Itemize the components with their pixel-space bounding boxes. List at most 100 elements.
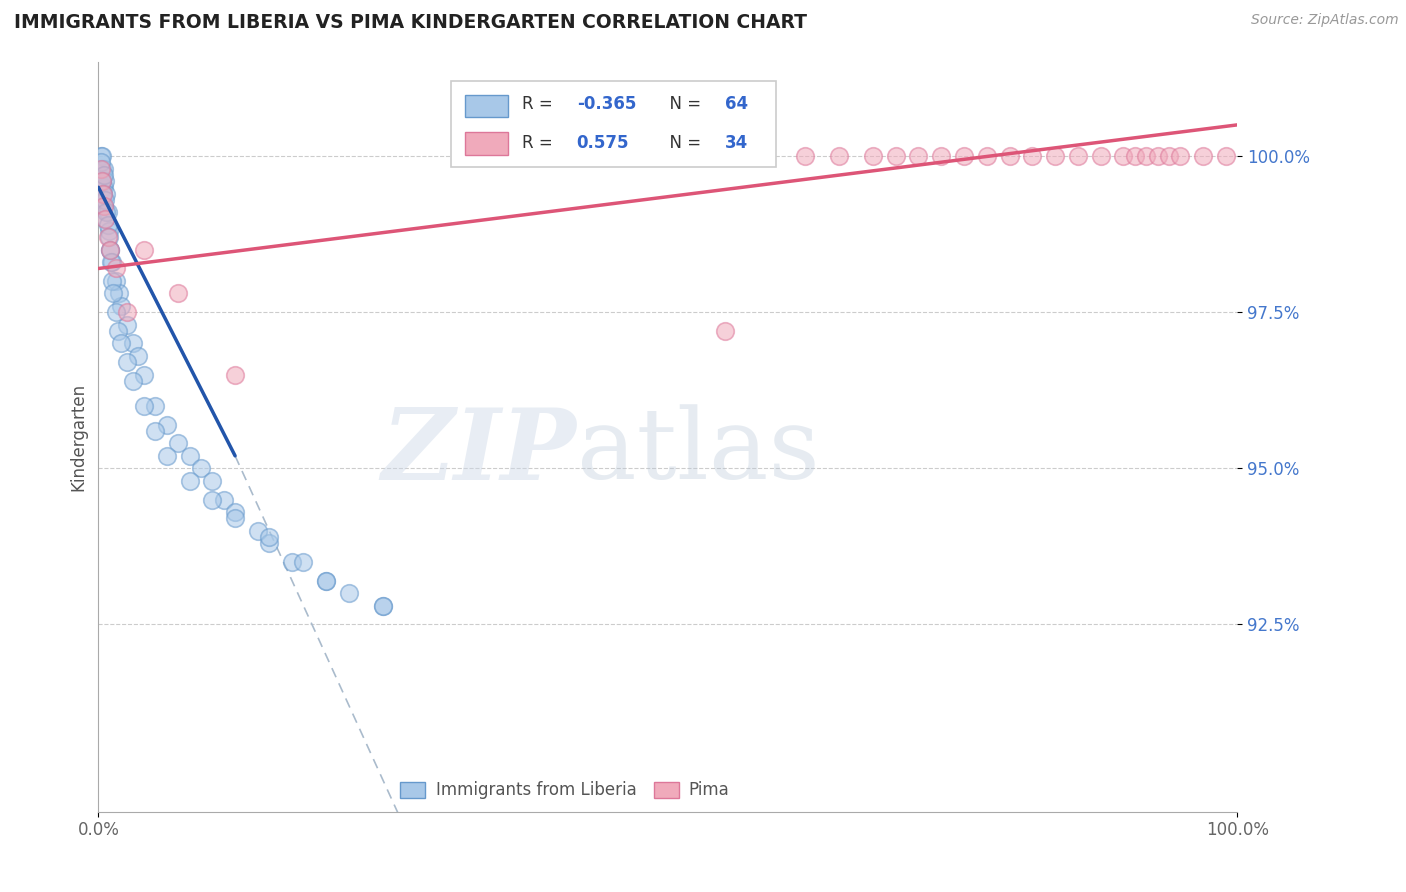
Point [93, 168, 115, 182]
Point [156, 449, 179, 463]
Point [714, 324, 737, 338]
Point [93, 180, 115, 194]
Point [929, 149, 952, 163]
Text: R =: R = [522, 134, 564, 152]
Point [98, 243, 121, 257]
Point [121, 374, 143, 388]
Point [96, 218, 118, 232]
Point [145, 399, 167, 413]
Point [201, 492, 224, 507]
Point [103, 286, 125, 301]
Point [132, 243, 155, 257]
Point [90, 174, 112, 188]
Point [91, 180, 114, 194]
Point [94, 211, 117, 226]
Text: N =: N = [659, 95, 706, 112]
Text: 34: 34 [725, 134, 748, 152]
Point [201, 474, 224, 488]
Point [156, 417, 179, 432]
Point [371, 599, 394, 613]
Point [93, 161, 115, 176]
FancyBboxPatch shape [654, 781, 679, 798]
Point [91, 186, 114, 201]
Point [104, 261, 127, 276]
Point [292, 555, 315, 569]
Point [104, 274, 127, 288]
Point [224, 505, 246, 519]
Point [93, 199, 115, 213]
Point [179, 449, 201, 463]
Point [110, 336, 132, 351]
Point [101, 255, 124, 269]
Point [96, 205, 118, 219]
Point [115, 318, 138, 332]
Point [1090, 149, 1112, 163]
Point [98, 243, 121, 257]
Y-axis label: Kindergarten: Kindergarten [69, 383, 87, 491]
Point [224, 368, 246, 382]
Text: 64: 64 [725, 95, 748, 112]
Point [96, 230, 118, 244]
Point [1215, 149, 1237, 163]
Point [96, 205, 118, 219]
Point [212, 492, 235, 507]
Point [167, 436, 190, 450]
Point [315, 574, 337, 588]
Point [337, 586, 360, 600]
Point [1157, 149, 1180, 163]
Point [96, 186, 118, 201]
Point [127, 349, 149, 363]
Point [246, 524, 269, 538]
Text: Immigrants from Liberia: Immigrants from Liberia [436, 781, 637, 799]
Point [1170, 149, 1192, 163]
Point [259, 536, 281, 550]
Point [190, 461, 212, 475]
Point [91, 186, 114, 201]
Point [828, 149, 851, 163]
Text: Source: ZipAtlas.com: Source: ZipAtlas.com [1251, 13, 1399, 28]
Point [1135, 149, 1157, 163]
Point [97, 224, 120, 238]
Point [94, 211, 117, 226]
Point [90, 149, 112, 163]
FancyBboxPatch shape [465, 95, 509, 117]
Point [1123, 149, 1146, 163]
Text: atlas: atlas [576, 404, 820, 500]
Point [115, 305, 138, 319]
Text: -0.365: -0.365 [576, 95, 636, 112]
Point [953, 149, 976, 163]
Point [100, 255, 122, 269]
Point [90, 155, 112, 169]
Point [91, 168, 114, 182]
Point [179, 474, 201, 488]
Text: R =: R = [522, 95, 558, 112]
Point [976, 149, 998, 163]
Point [371, 599, 394, 613]
Point [91, 193, 114, 207]
Point [90, 174, 112, 188]
Text: 0.575: 0.575 [576, 134, 630, 152]
Point [97, 230, 120, 244]
Point [862, 149, 884, 163]
Text: Pima: Pima [689, 781, 730, 799]
Point [132, 368, 155, 382]
Bar [451, 81, 776, 168]
Point [104, 305, 127, 319]
Text: ZIP: ZIP [382, 404, 576, 500]
Point [107, 324, 129, 338]
Point [1067, 149, 1090, 163]
Point [90, 149, 112, 163]
Point [1146, 149, 1168, 163]
Point [167, 286, 190, 301]
Point [1043, 149, 1066, 163]
Text: N =: N = [659, 134, 706, 152]
Point [101, 274, 124, 288]
Point [121, 336, 143, 351]
Point [1021, 149, 1043, 163]
Point [94, 174, 117, 188]
Point [793, 149, 815, 163]
Point [132, 399, 155, 413]
FancyBboxPatch shape [401, 781, 425, 798]
Point [259, 530, 281, 544]
Point [1112, 149, 1135, 163]
